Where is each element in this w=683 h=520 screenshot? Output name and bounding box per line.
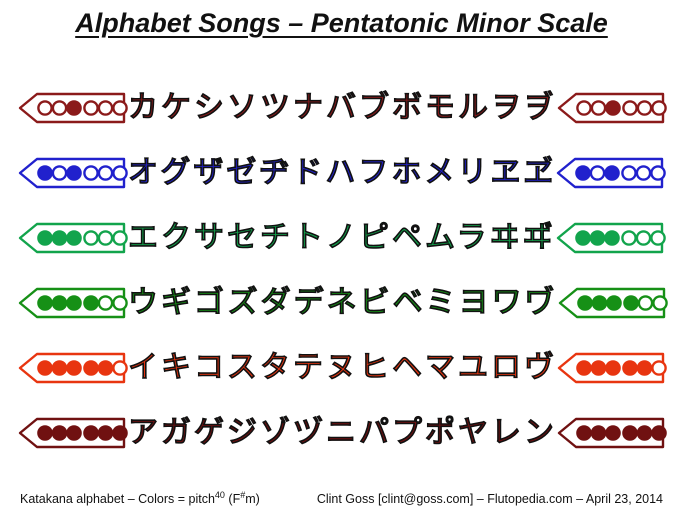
note-row: ウギゴズダデネビベミヨワヷ bbox=[0, 283, 683, 323]
note-row: エクサセチトノピペムラヰヸ bbox=[0, 218, 683, 258]
katakana-sequence: オグザゼヂドハフホメリヱヹ bbox=[128, 155, 557, 190]
katakana-sequence: エクサセチトノピペムラヰヸ bbox=[128, 220, 556, 255]
flute-fingering-diagram-right bbox=[557, 157, 667, 189]
superscript-sharp: # bbox=[240, 489, 246, 500]
note-row: オグザゼヂドハフホメリヱヹ bbox=[0, 153, 683, 193]
note-row: イキコスタテヌヒヘマユロヴ bbox=[0, 348, 683, 388]
flute-fingering-diagram-right bbox=[557, 92, 667, 124]
katakana-sequence: ウギゴズダデネビベミヨワヷ bbox=[128, 285, 558, 320]
footer: Katakana alphabet – Colors = pitch40 (F#… bbox=[0, 489, 683, 506]
katakana-sequence: イキコスタテヌヒヘマユロヴ bbox=[128, 350, 557, 385]
page-title: Alphabet Songs – Pentatonic Minor Scale bbox=[75, 8, 608, 38]
katakana-sequence: カケシソツナバブボモルヲヺ bbox=[128, 90, 557, 125]
katakana-sequence: アガゲジゾヅニパプポヤレン bbox=[128, 415, 557, 450]
flute-fingering-diagram-left bbox=[18, 352, 128, 384]
flute-fingering-diagram-left bbox=[18, 222, 128, 254]
flute-fingering-diagram-left bbox=[18, 92, 128, 124]
note-row: アガゲジゾヅニパプポヤレン bbox=[0, 413, 683, 453]
footer-left-note: Katakana alphabet – Colors = pitch40 (F#… bbox=[20, 489, 260, 506]
superscript-pitch-ref: 40 bbox=[214, 489, 225, 500]
flute-fingering-diagram-left bbox=[18, 287, 128, 319]
flute-fingering-diagram-right bbox=[558, 287, 668, 319]
footer-right-credit: Clint Goss [clint@goss.com] – Flutopedia… bbox=[316, 492, 663, 506]
note-row: カケシソツナバブボモルヲヺ bbox=[0, 88, 683, 128]
flute-fingering-diagram-right bbox=[557, 352, 667, 384]
flute-fingering-diagram-left bbox=[18, 157, 128, 189]
flute-fingering-diagram-left bbox=[18, 417, 128, 449]
flute-fingering-diagram-right bbox=[557, 417, 667, 449]
flute-fingering-diagram-right bbox=[556, 222, 666, 254]
